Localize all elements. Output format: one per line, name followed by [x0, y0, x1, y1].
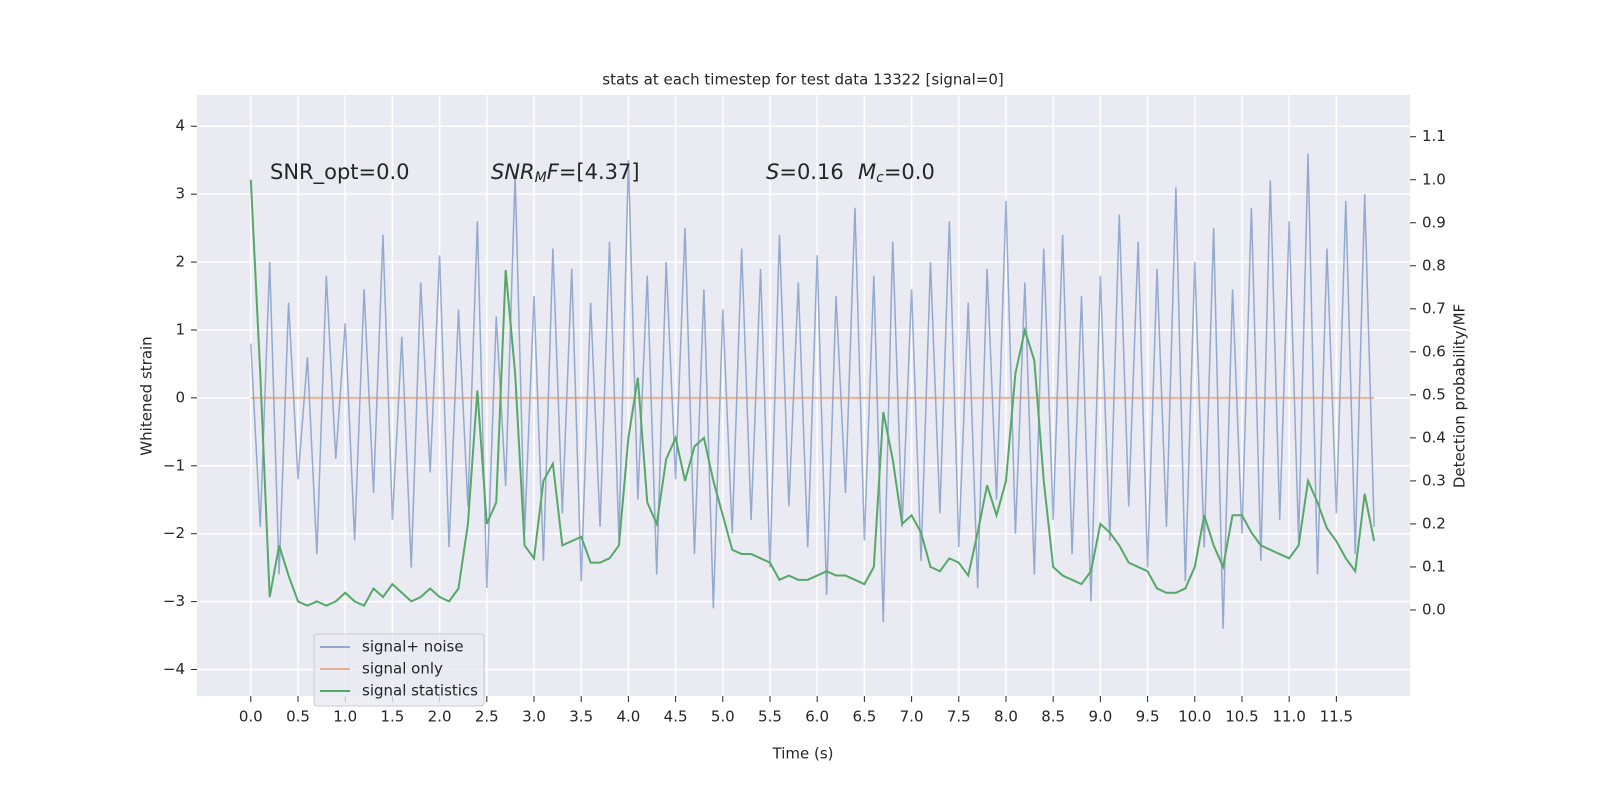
- x-tick-label: 6.0: [805, 708, 829, 726]
- x-tick-label: 2.0: [428, 708, 452, 726]
- x-tick-label: 7.0: [900, 708, 924, 726]
- y2-tick-label: 0.1: [1422, 557, 1446, 575]
- y2-tick-label: 1.0: [1422, 170, 1446, 188]
- y2-tick-label: 0.5: [1422, 385, 1446, 403]
- y-tick-label: 2: [175, 253, 185, 271]
- annotation: SNRMF=[4.37]: [491, 160, 640, 186]
- x-tick-label: 8.0: [994, 708, 1018, 726]
- annotation-part: SNR: [491, 160, 535, 184]
- y-tick-label: −3: [163, 592, 185, 610]
- x-tick-label: 8.5: [1041, 708, 1065, 726]
- annotation-part: F: [547, 160, 560, 184]
- y-tick-label: 0: [175, 388, 185, 406]
- x-tick-label: 4.0: [616, 708, 640, 726]
- annotation-part: S: [766, 160, 779, 184]
- legend-label: signal+ noise: [362, 638, 464, 656]
- x-tick-label: 9.5: [1136, 708, 1160, 726]
- chart-title: stats at each timestep for test data 133…: [602, 71, 1003, 89]
- series-line: [250, 153, 1375, 629]
- annotation-part: =0.16: [779, 160, 843, 184]
- x-tick-label: 3.5: [569, 708, 593, 726]
- annotation: Mc=0.0: [858, 160, 935, 186]
- y2-tick-label: 0.4: [1422, 428, 1446, 446]
- x-tick-label: 7.5: [947, 708, 971, 726]
- annotation-part: =[4.37]: [559, 160, 640, 184]
- y2-tick-label: 0.3: [1422, 471, 1446, 489]
- y2-tick-label: 1.1: [1422, 127, 1446, 145]
- annotation: SNR_opt=0.0: [270, 160, 410, 185]
- legend-label: signal only: [362, 660, 443, 678]
- x-tick-label: 11.0: [1272, 708, 1305, 726]
- annotation-part: c: [876, 170, 884, 186]
- x-tick-label: 5.5: [758, 708, 782, 726]
- x-tick-label: 10.0: [1178, 708, 1211, 726]
- x-tick-label: 0.5: [286, 708, 310, 726]
- x-tick-label: 5.0: [711, 708, 735, 726]
- y-tick-label: −1: [163, 456, 185, 474]
- y2-axis-label: Detection probability/MF: [1451, 304, 1469, 488]
- annotation-part: M: [535, 170, 547, 186]
- y2-tick-label: 0.7: [1422, 299, 1446, 317]
- annotation-part: SNR_opt=0.0: [270, 160, 410, 185]
- x-tick-label: 0.0: [239, 708, 263, 726]
- x-tick-label: 6.5: [852, 708, 876, 726]
- y-tick-label: 1: [175, 320, 185, 338]
- annotation: S=0.16: [766, 160, 844, 184]
- y-tick-label: 3: [175, 185, 185, 203]
- x-tick-label: 10.5: [1225, 708, 1258, 726]
- y-tick-label: −4: [163, 660, 185, 678]
- y2-tick-label: 0.6: [1422, 342, 1446, 360]
- y2-tick-label: 0.9: [1422, 213, 1446, 231]
- y2-tick-label: 0.8: [1422, 256, 1446, 274]
- x-tick-label: 9.0: [1088, 708, 1112, 726]
- legend-label: signal statistics: [362, 682, 478, 700]
- series-line: [249, 179, 1376, 607]
- y-tick-label: −2: [163, 524, 185, 542]
- x-tick-label: 2.5: [475, 708, 499, 726]
- y2-tick-label: 0.0: [1422, 600, 1446, 618]
- y2-tick-label: 0.2: [1422, 514, 1446, 532]
- x-tick-label: 11.5: [1320, 708, 1353, 726]
- y-tick-label: 4: [175, 117, 185, 135]
- y-axis-label: Whitened strain: [138, 336, 156, 455]
- x-axis-label: Time (s): [772, 745, 834, 763]
- x-tick-label: 3.0: [522, 708, 546, 726]
- x-tick-label: 1.5: [380, 708, 404, 726]
- annotation-part: M: [858, 160, 876, 184]
- x-tick-label: 1.0: [333, 708, 357, 726]
- x-tick-label: 4.5: [664, 708, 688, 726]
- plot-area: [197, 95, 1410, 696]
- annotation-part: =0.0: [884, 160, 935, 184]
- legend-box: [313, 633, 485, 707]
